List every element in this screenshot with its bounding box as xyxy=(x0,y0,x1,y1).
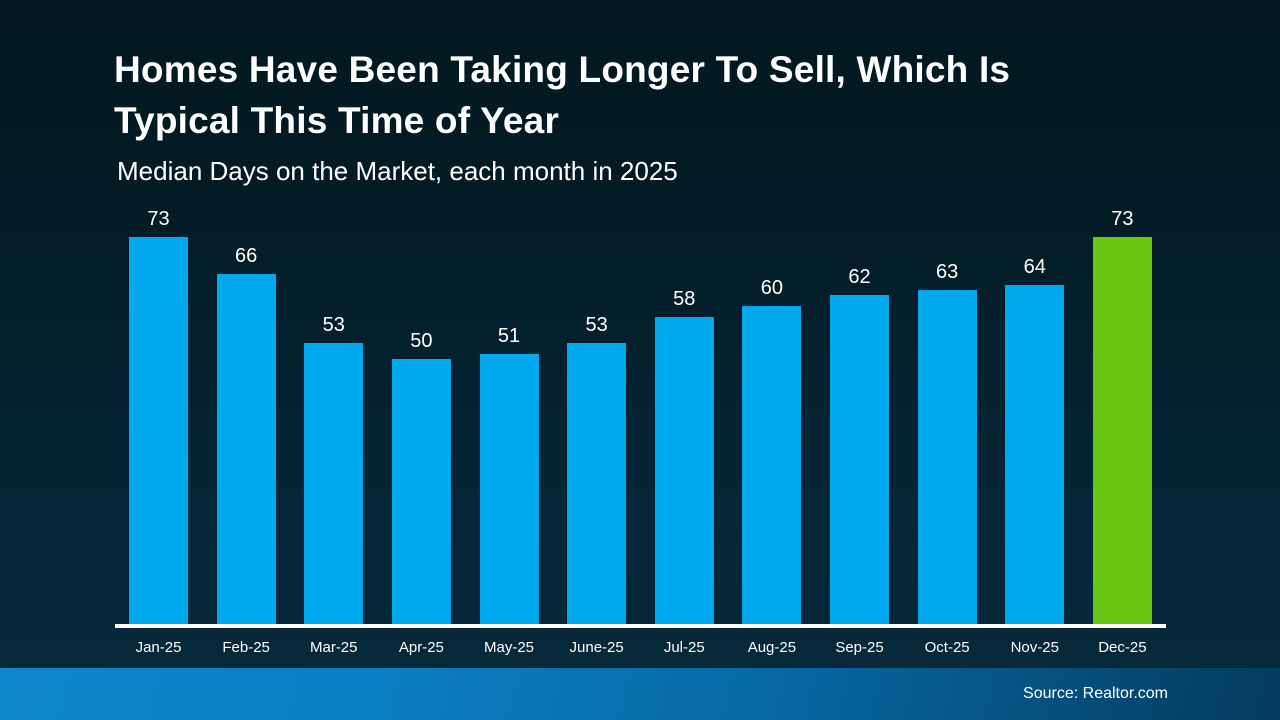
bar-value-label: 62 xyxy=(848,266,871,288)
bar-column-oct-25: 63 xyxy=(917,261,977,624)
bar xyxy=(830,295,889,624)
bar xyxy=(304,343,364,624)
bar-value-label: 63 xyxy=(936,261,959,283)
page-title: Homes Have Been Taking Longer To Sell, W… xyxy=(114,44,1010,146)
bar-value-label: 51 xyxy=(497,325,521,347)
bar-highlighted xyxy=(1092,237,1152,624)
bar xyxy=(216,274,276,624)
bar-column-may-25: 51 xyxy=(479,325,539,624)
x-axis-label: Mar-25 xyxy=(309,639,358,656)
bar-value-label: 50 xyxy=(410,330,433,352)
x-axis-label: Dec-25 xyxy=(1098,639,1147,656)
bar-value-label: 64 xyxy=(1023,256,1046,278)
bar-value-label: 53 xyxy=(322,314,345,336)
x-axis-label: Aug-25 xyxy=(747,639,797,656)
bar xyxy=(391,359,451,624)
x-axis-label: Oct-25 xyxy=(924,639,970,656)
bar-value-label: 73 xyxy=(1111,208,1134,230)
bar-column-jul-25: 58 xyxy=(654,288,714,624)
bar-chart: 73 66 53 50 51 53 58 60 62 63 64 73 xyxy=(115,200,1166,628)
x-axis-label: Apr-25 xyxy=(398,639,444,656)
x-axis-label: May-25 xyxy=(483,639,535,656)
bar xyxy=(129,237,188,624)
bar-value-label: 66 xyxy=(235,245,258,267)
bar-value-label: 53 xyxy=(585,314,608,336)
bar-column-feb-25: 66 xyxy=(216,245,276,624)
bar xyxy=(917,290,977,624)
title-line-1: Homes Have Been Taking Longer To Sell, W… xyxy=(114,49,1011,90)
x-axis-label: Jul-25 xyxy=(663,639,705,656)
bar-column-apr-25: 50 xyxy=(391,330,451,624)
bar xyxy=(1005,285,1065,624)
x-axis-label: June-25 xyxy=(569,639,624,656)
title-line-2: Typical This Time of Year xyxy=(114,100,560,141)
x-axis-label: Sep-25 xyxy=(835,639,884,656)
bar-column-jan-25: 73 xyxy=(129,208,188,624)
x-axis-labels: Jan-25 Feb-25 Mar-25 Apr-25 May-25 June-25 Jul… xyxy=(115,639,1166,656)
bar-column-june-25: 53 xyxy=(567,314,627,624)
x-axis-label: Nov-25 xyxy=(1010,639,1059,656)
bar-column-mar-25: 53 xyxy=(304,314,364,624)
bar-column-sep-25: 62 xyxy=(830,266,889,624)
bar-column-dec-25: 73 xyxy=(1092,208,1152,624)
bar xyxy=(567,343,627,624)
x-axis-label: Feb-25 xyxy=(222,639,270,656)
bar-value-label: 60 xyxy=(760,277,783,299)
bar xyxy=(742,306,802,624)
footer-bar: Source: Realtor.com xyxy=(0,668,1280,720)
bar-value-label: 73 xyxy=(147,208,170,230)
chart-subtitle: Median Days on the Market, each month in… xyxy=(117,156,678,186)
bar xyxy=(654,317,714,624)
source-label: Source: Realtor.com xyxy=(1023,685,1168,702)
bar-column-aug-25: 60 xyxy=(742,277,802,624)
bar-value-label: 58 xyxy=(673,288,696,310)
x-axis-label: Jan-25 xyxy=(135,639,182,656)
bar-column-nov-25: 64 xyxy=(1005,256,1065,624)
bar xyxy=(479,354,539,624)
